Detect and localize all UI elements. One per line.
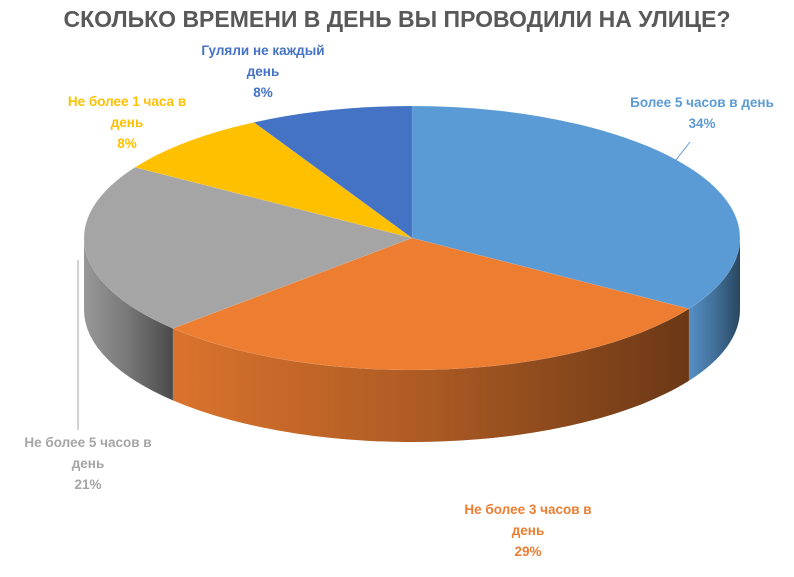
slice-label-1h: Не более 1 часа в день 8% [67,94,187,151]
slice-label-5h-max: Не более 5 часов в день 21% [24,435,152,492]
slice-2-side [84,238,173,401]
slice-4-top [253,105,413,239]
pie-tops [83,105,741,371]
slice-2-top [83,167,413,329]
leader-5h [671,141,691,166]
pie-sides [84,238,740,443]
slice-label-3h: Не более 3 часов в день 29% [464,502,592,559]
slice-3-top [134,122,413,239]
slice-0-side [688,238,740,381]
chart-title: СКОЛЬКО ВРЕМЕНИ В ДЕНЬ ВЫ ПРОВОДИЛИ НА У… [63,6,731,32]
leader-lines [77,141,691,430]
slice-1-top [172,237,690,371]
slice-0-top [411,105,741,309]
slice-1-side [172,308,689,443]
slice-label-not-daily: Гуляли не каждый день 8% [201,43,325,100]
slice-label-5h: Более 5 часов в день 34% [630,95,774,131]
